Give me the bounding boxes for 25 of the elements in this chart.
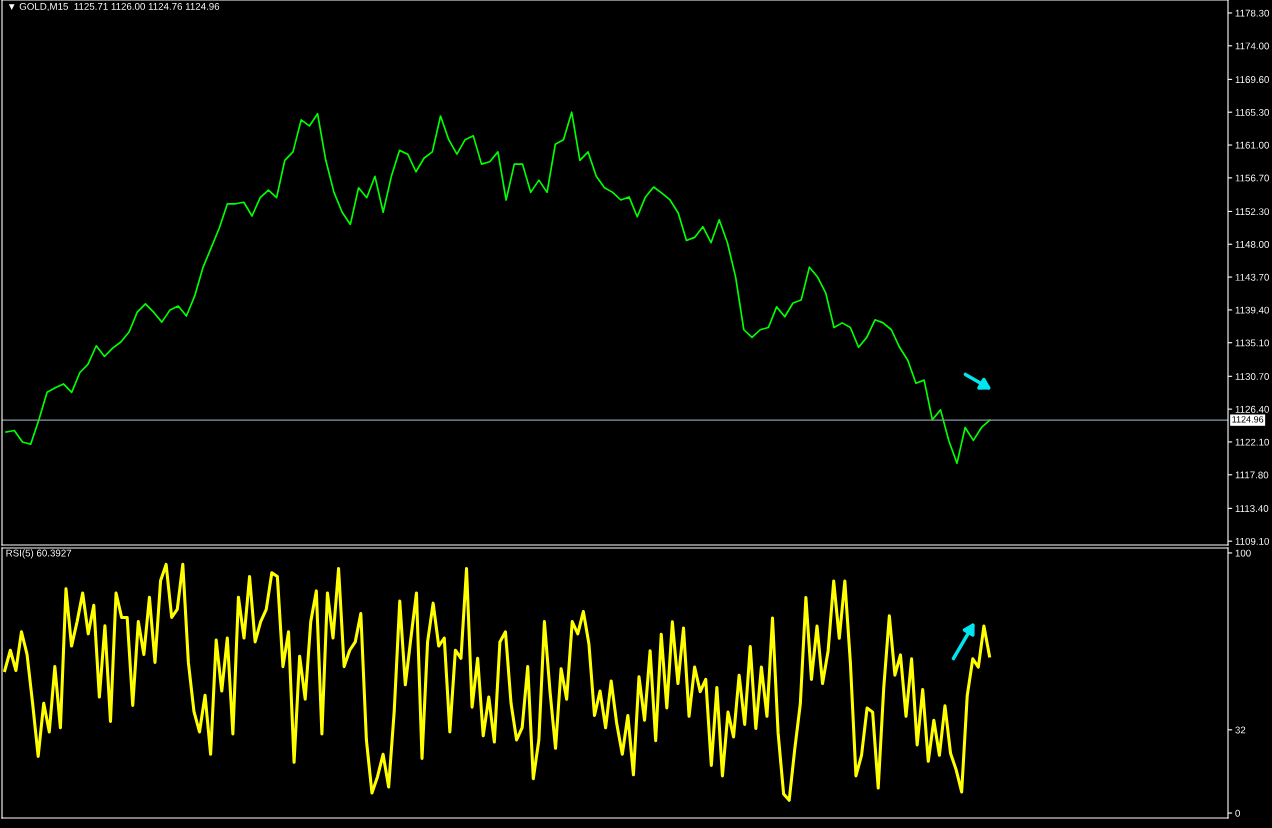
y-tick-label: 32 bbox=[1235, 726, 1246, 734]
y-tick-label: 1143.70 bbox=[1235, 273, 1269, 281]
ref-line-label: 1124.96 bbox=[1232, 416, 1264, 423]
chart-title: RSI(5) 60.3927 bbox=[6, 549, 72, 559]
y-tick-label: 1126.40 bbox=[1235, 405, 1269, 413]
y-tick-label: 1161.00 bbox=[1235, 141, 1269, 149]
y-tick-label: 100 bbox=[1235, 549, 1251, 557]
y-tick-label: 1148.00 bbox=[1235, 240, 1269, 248]
y-tick-label: 1169.60 bbox=[1235, 76, 1269, 83]
y-tick-label: 1117.80 bbox=[1235, 471, 1269, 479]
y-tick-label: 1152.30 bbox=[1235, 208, 1269, 216]
y-tick-label: 1139.40 bbox=[1235, 306, 1269, 314]
line-series bbox=[5, 111, 991, 465]
line-series bbox=[3, 562, 991, 802]
y-tick-label: 1135.10 bbox=[1235, 339, 1269, 347]
y-tick-label: 1109.10 bbox=[1235, 537, 1269, 545]
y-tick-label: 1122.10 bbox=[1235, 438, 1269, 446]
y-tick-label: 1165.30 bbox=[1235, 108, 1269, 116]
y-tick-label: 0 bbox=[1235, 809, 1240, 817]
y-tick-label: 1174.00 bbox=[1235, 42, 1269, 50]
y-tick-label: 1130.70 bbox=[1235, 373, 1269, 380]
y-tick-label: 1113.40 bbox=[1235, 505, 1269, 512]
y-tick-label: 1156.70 bbox=[1235, 174, 1269, 182]
y-tick-label: 1178.30 bbox=[1235, 9, 1269, 17]
chart-title: ▼ GOLD,M15 1125.71 1126.00 1124.76 1124.96 bbox=[8, 2, 220, 12]
